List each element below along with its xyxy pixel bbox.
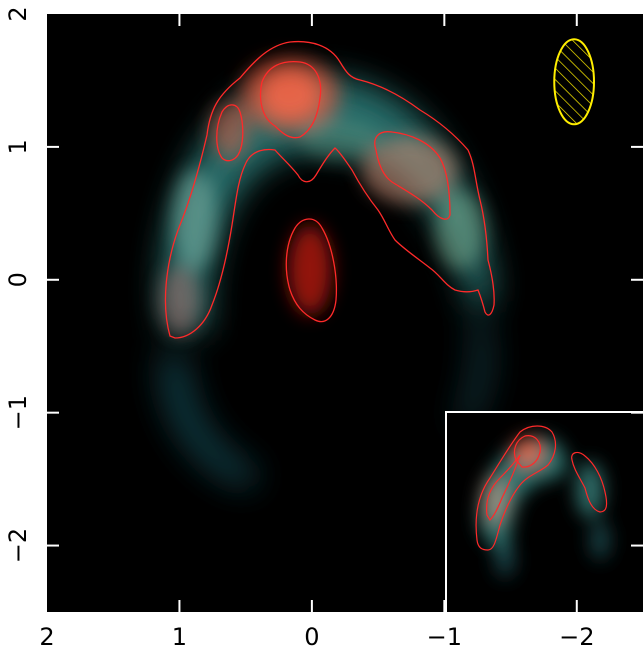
x-tick-label: −1 [427,623,462,650]
inset-contour-left-outer [475,425,557,551]
y-tick-label: −2 [4,528,32,563]
x-tick-label: −2 [559,623,594,650]
y-tick-label: 0 [4,272,32,287]
emission-main [158,57,495,490]
inset-contour-peak [513,435,541,468]
contour-peak-top [259,60,322,139]
contour-core [285,218,338,323]
inset-contour-right [571,451,608,513]
x-tick-label: 0 [304,623,319,650]
y-tick-label: 1 [4,139,32,154]
beam-ellipse-shape [553,38,595,126]
contour-right-blob [374,131,451,220]
inset-border [445,411,643,612]
contour-outer [164,40,495,339]
x-tick-label: 2 [39,623,54,650]
beam-ellipse [553,38,595,126]
inset-panel [445,411,643,612]
contours-main [164,40,495,339]
y-tick-label: 2 [4,6,32,21]
axes: 2 1 0 −1 −2 2 1 0 −1 −2 [4,6,643,651]
contour-left-blob [216,104,244,162]
inset-contour-left-inner [485,454,521,521]
y-tick-label: −1 [4,395,32,430]
x-tick-label: 1 [172,623,187,650]
